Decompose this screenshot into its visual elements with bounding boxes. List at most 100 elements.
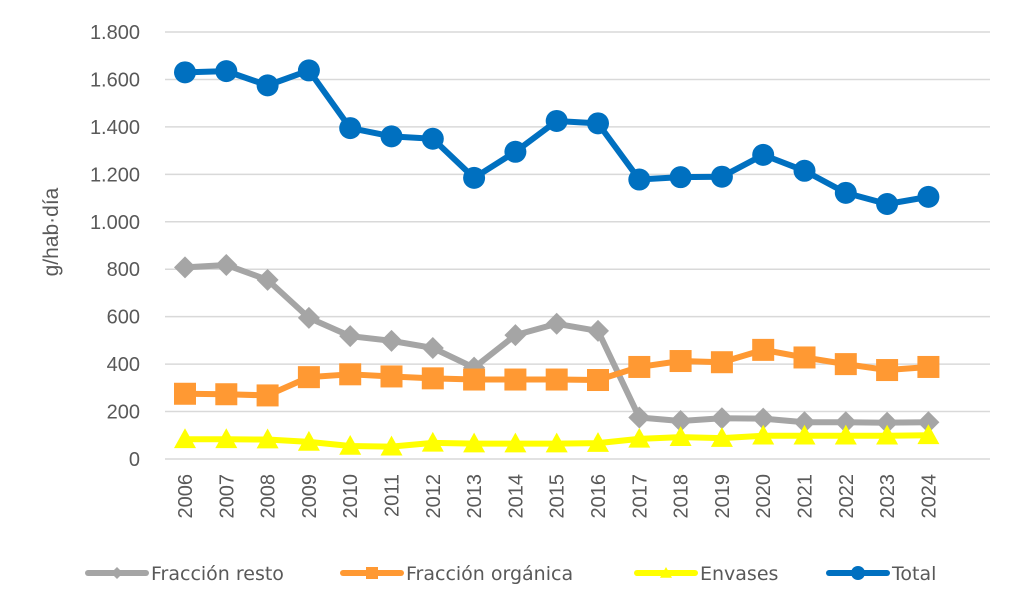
data-point-diamond bbox=[421, 336, 444, 359]
data-point-diamond bbox=[545, 312, 568, 335]
x-tick-label: 2007 bbox=[216, 474, 238, 519]
data-point-circle bbox=[752, 143, 775, 166]
data-point-diamond bbox=[215, 253, 238, 276]
x-tick-label: 2008 bbox=[258, 474, 280, 519]
x-tick-label: 2017 bbox=[629, 474, 651, 519]
legend-marker-diamond bbox=[111, 567, 123, 579]
data-point-circle bbox=[421, 127, 444, 150]
data-point-square bbox=[339, 363, 362, 386]
data-point-square bbox=[628, 355, 651, 378]
y-tick-label: 600 bbox=[107, 307, 140, 329]
x-tick-label: 2022 bbox=[836, 474, 858, 519]
data-point-triangle bbox=[545, 432, 568, 453]
data-point-triangle bbox=[339, 434, 362, 455]
data-point-square bbox=[174, 382, 196, 405]
data-point-triangle bbox=[463, 432, 486, 453]
data-point-circle bbox=[917, 185, 940, 208]
data-point-square bbox=[917, 355, 940, 378]
series-line bbox=[182, 261, 932, 426]
data-point-diamond bbox=[297, 306, 320, 329]
x-tick-label: 2009 bbox=[299, 474, 321, 519]
data-point-square bbox=[297, 366, 320, 389]
data-point-circle bbox=[380, 125, 403, 148]
data-point-triangle bbox=[710, 427, 733, 447]
data-point-square bbox=[834, 353, 857, 376]
series-fracci-n-resto bbox=[174, 253, 940, 434]
data-point-circle bbox=[793, 159, 816, 182]
data-point-diamond bbox=[752, 407, 775, 430]
data-point-triangle bbox=[587, 432, 609, 452]
data-point-triangle bbox=[628, 427, 651, 448]
data-point-square bbox=[876, 359, 899, 382]
y-tick-label: 1.800 bbox=[90, 22, 140, 44]
y-axis-title: g/hab·día bbox=[40, 187, 63, 276]
data-point-square bbox=[669, 350, 692, 373]
data-point-diamond bbox=[339, 325, 362, 348]
series-fracci-n-org-nica bbox=[174, 338, 940, 407]
data-point-square bbox=[587, 369, 609, 392]
x-tick-label: 2021 bbox=[795, 474, 817, 519]
series-envases bbox=[174, 424, 940, 456]
data-point-diamond bbox=[587, 319, 609, 342]
legend-item: Total bbox=[826, 563, 936, 585]
x-tick-label: 2014 bbox=[505, 474, 527, 519]
data-point-diamond bbox=[917, 411, 940, 434]
data-point-triangle bbox=[174, 428, 196, 449]
x-tick-label: 2023 bbox=[877, 474, 899, 519]
data-point-circle bbox=[628, 168, 651, 191]
series-group bbox=[174, 59, 940, 456]
data-point-circle bbox=[587, 112, 609, 135]
data-point-square bbox=[793, 346, 816, 369]
x-tick-label: 2013 bbox=[464, 474, 486, 519]
data-point-square bbox=[710, 351, 733, 374]
data-point-diamond bbox=[793, 411, 816, 434]
y-tick-label: 200 bbox=[107, 402, 140, 424]
legend-marker-triangle bbox=[660, 567, 672, 578]
x-tick-label: 2024 bbox=[918, 474, 940, 519]
data-point-square bbox=[752, 338, 775, 361]
data-point-circle bbox=[710, 165, 733, 188]
x-tick-label: 2018 bbox=[671, 474, 693, 519]
data-point-diamond bbox=[710, 407, 733, 430]
x-tick-label: 2019 bbox=[712, 474, 734, 519]
y-tick-label: 1.200 bbox=[90, 164, 140, 186]
data-point-circle bbox=[669, 166, 692, 189]
data-point-circle bbox=[256, 74, 279, 97]
x-tick-label: 2012 bbox=[423, 474, 445, 519]
data-point-triangle bbox=[834, 424, 857, 445]
y-tick-label: 1.400 bbox=[90, 117, 140, 139]
data-point-diamond bbox=[669, 410, 692, 433]
data-point-square bbox=[545, 368, 568, 391]
data-point-square bbox=[380, 365, 403, 388]
legend-label: Fracción resto bbox=[151, 563, 284, 585]
series-line bbox=[182, 67, 932, 207]
data-point-triangle bbox=[669, 426, 692, 446]
legend-marker-square bbox=[366, 567, 378, 579]
y-tick-label: 1.000 bbox=[90, 212, 140, 234]
data-point-diamond bbox=[628, 406, 651, 429]
data-point-triangle bbox=[917, 424, 940, 445]
data-point-diamond bbox=[380, 329, 403, 352]
x-tick-label: 2010 bbox=[340, 474, 362, 519]
data-point-triangle bbox=[876, 424, 899, 445]
legend-label: Envases bbox=[700, 563, 778, 585]
data-point-square bbox=[504, 368, 527, 391]
data-point-diamond bbox=[834, 411, 857, 434]
legend: Fracción resto Fracción orgánica Envases To… bbox=[85, 563, 936, 585]
gridlines bbox=[165, 31, 990, 460]
y-tick-label: 0 bbox=[129, 449, 140, 471]
data-point-circle bbox=[834, 181, 857, 204]
data-point-triangle bbox=[380, 435, 403, 456]
data-point-triangle bbox=[256, 428, 279, 449]
y-tick-label: 800 bbox=[107, 259, 140, 281]
data-point-triangle bbox=[421, 431, 444, 452]
data-point-square bbox=[256, 384, 279, 407]
data-point-square bbox=[215, 383, 238, 406]
legend-item: Envases bbox=[634, 563, 778, 585]
x-tick-label: 2020 bbox=[753, 474, 775, 519]
data-point-triangle bbox=[793, 424, 816, 445]
data-point-diamond bbox=[256, 268, 279, 291]
y-tick-label: 1.600 bbox=[90, 69, 140, 91]
data-point-square bbox=[421, 367, 444, 390]
